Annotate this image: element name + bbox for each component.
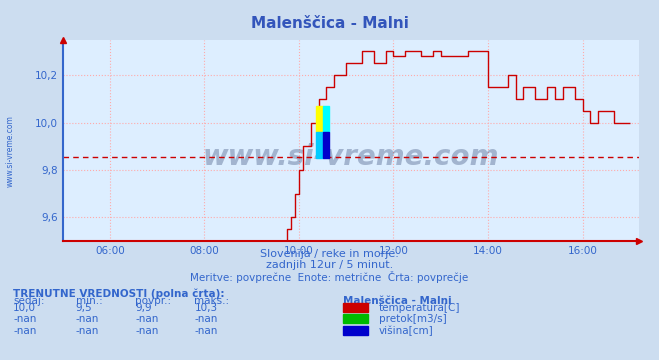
Text: Slovenija / reke in morje.: Slovenija / reke in morje. <box>260 249 399 260</box>
Text: višina[cm]: višina[cm] <box>379 326 434 336</box>
Text: Malenščica - Malni: Malenščica - Malni <box>250 16 409 31</box>
Text: sedaj:: sedaj: <box>13 296 45 306</box>
Text: zadnjih 12ur / 5 minut.: zadnjih 12ur / 5 minut. <box>266 260 393 270</box>
Text: -nan: -nan <box>194 314 217 324</box>
Bar <box>322 106 329 132</box>
Text: Meritve: povprečne  Enote: metrične  Črta: povprečje: Meritve: povprečne Enote: metrične Črta:… <box>190 271 469 283</box>
Bar <box>316 132 322 158</box>
Text: min.:: min.: <box>76 296 103 306</box>
Text: maks.:: maks.: <box>194 296 229 306</box>
Text: www.si-vreme.com: www.si-vreme.com <box>5 115 14 187</box>
Text: 9,9: 9,9 <box>135 303 152 314</box>
Text: 10,3: 10,3 <box>194 303 217 314</box>
Text: povpr.:: povpr.: <box>135 296 171 306</box>
Text: Malenščica - Malni: Malenščica - Malni <box>343 296 451 306</box>
Text: temperatura[C]: temperatura[C] <box>379 303 461 314</box>
Text: -nan: -nan <box>194 326 217 336</box>
Text: -nan: -nan <box>135 314 158 324</box>
Text: 10,0: 10,0 <box>13 303 36 314</box>
Text: -nan: -nan <box>76 314 99 324</box>
Text: pretok[m3/s]: pretok[m3/s] <box>379 314 447 324</box>
Bar <box>322 132 329 158</box>
Text: -nan: -nan <box>13 314 36 324</box>
Bar <box>316 106 322 132</box>
Text: -nan: -nan <box>13 326 36 336</box>
Text: -nan: -nan <box>76 326 99 336</box>
Text: TRENUTNE VREDNOSTI (polna črta):: TRENUTNE VREDNOSTI (polna črta): <box>13 288 225 299</box>
Text: -nan: -nan <box>135 326 158 336</box>
Text: 9,5: 9,5 <box>76 303 92 314</box>
Text: www.si-vreme.com: www.si-vreme.com <box>203 143 499 171</box>
